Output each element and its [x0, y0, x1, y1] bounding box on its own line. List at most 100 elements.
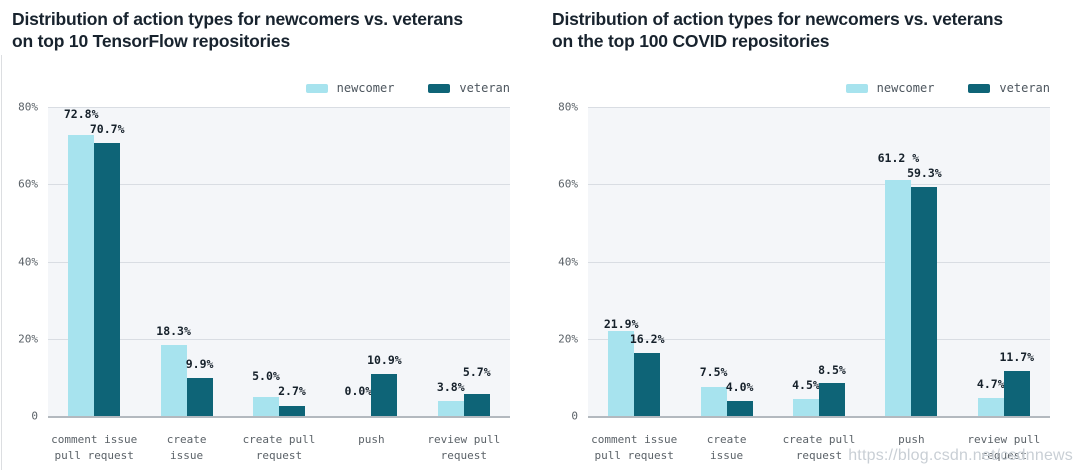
y-tick-label: 80% [558, 100, 578, 114]
x-category-label: create pull request [782, 433, 856, 462]
bar-group: 18.3% 9.9% create issue [140, 107, 232, 462]
chart-title-line2: on the top 100 COVID repositories [552, 31, 830, 52]
x-category-label: push [898, 433, 925, 446]
y-tick-label: 80% [18, 100, 38, 114]
left-edge-divider [1, 55, 2, 470]
bar-group: 3.8% 5.7% review pull request [418, 107, 510, 462]
gridline [588, 184, 1050, 186]
chart-title-line1: Distribution of action types for newcome… [12, 9, 463, 29]
bar-group: 61.2 % 59.3% push [865, 107, 957, 446]
bar-value-label: 10.9% [367, 352, 402, 367]
bar-value-label: 5.0% [252, 369, 280, 383]
bar-group: 72.8% 70.7% comment issue pull request [48, 106, 140, 462]
bar-value-label: 0.0% [344, 384, 373, 398]
bar-newcomer [608, 331, 635, 416]
watermark-text: https://blog.csdn.net/csdnnews [848, 447, 1073, 464]
legend-item-newcomer: newcomer [845, 81, 935, 95]
gridline [588, 107, 1050, 108]
bar-group: 4.5% 8.5% create pull request [773, 107, 865, 462]
gridline [48, 107, 510, 108]
gridline [588, 338, 1050, 340]
bar-value-label: 2.7% [278, 384, 306, 398]
bar-value-label: 4.0% [725, 379, 754, 394]
bar-newcomer [885, 179, 912, 416]
bar-value-label: 9.9% [185, 356, 214, 371]
legend-label-newcomer: newcomer [876, 81, 935, 95]
gridline [48, 184, 510, 186]
legend: newcomer veteran [845, 81, 1050, 95]
bar-value-label: 8.5% [818, 362, 846, 377]
bar-newcomer [160, 345, 187, 416]
chart-title: Distribution of action types for newcome… [552, 8, 1070, 53]
bar-veteran [911, 186, 938, 416]
legend-item-veteran: veteran [968, 81, 1050, 95]
y-tick-label: 0 [571, 409, 578, 423]
bar-group: 0.0% 10.9% push [325, 107, 417, 446]
x-category-label: create issue [166, 433, 207, 462]
bar-group: 5.0% 2.7% create pull request [233, 107, 325, 462]
y-tick-label: 20% [558, 332, 578, 346]
bar-newcomer [437, 401, 464, 416]
bar-veteran [463, 393, 490, 416]
newcomer-swatch-icon [845, 83, 868, 93]
bar-group: 7.5% 4.0% create issue [680, 107, 772, 462]
bar-value-label: 16.2% [629, 332, 665, 347]
bar-value-label: 61.2 % [877, 150, 920, 165]
bar-value-label: 59.3% [907, 165, 942, 180]
x-category-label: create issue [706, 433, 747, 462]
bar-value-label: 4.7% [976, 376, 1005, 391]
bar-value-label: 3.8% [436, 380, 465, 395]
bar-veteran [634, 353, 661, 416]
bar-veteran [186, 377, 213, 416]
x-category-label: review pull request [427, 433, 501, 462]
veteran-swatch-icon [968, 83, 991, 93]
bar-veteran [278, 405, 305, 416]
legend-item-veteran: veteran [428, 81, 510, 95]
bar-newcomer [252, 396, 279, 416]
x-category-label: review pull request [967, 433, 1041, 462]
bar-group: 4.7% 11.7% review pull request [958, 107, 1050, 462]
veteran-swatch-icon [428, 83, 451, 93]
bar-value-label: 7.5% [699, 364, 728, 379]
chart-title: Distribution of action types for newcome… [12, 8, 530, 53]
gridline [48, 261, 510, 263]
bar-value-label: 11.7% [999, 349, 1035, 364]
bar-veteran [371, 373, 398, 416]
y-tick-label: 20% [18, 332, 38, 346]
newcomer-swatch-icon [305, 83, 328, 93]
bar-value-label: 72.8% [63, 106, 99, 121]
legend: newcomer veteran [305, 81, 510, 95]
chart-title-line1: Distribution of action types for newcome… [552, 9, 1003, 29]
bar-newcomer [977, 397, 1004, 416]
y-tick-label: 40% [18, 255, 38, 268]
bar-veteran [94, 142, 121, 416]
x-category-label: comment issue pull request [51, 433, 138, 462]
bar-newcomer [68, 134, 95, 416]
chart-panel-covid: Distribution of action types for newcome… [540, 0, 1080, 472]
legend-label-veteran: veteran [459, 81, 510, 95]
chart-title-line2: on top 10 TensorFlow repositories [12, 31, 290, 52]
y-tick-label: 60% [558, 177, 578, 191]
bar-group: 21.9% 16.2% comment issue pull request [588, 107, 680, 462]
bar-veteran [1003, 370, 1030, 416]
bar-veteran [818, 383, 845, 416]
bar-value-label: 5.7% [462, 365, 491, 380]
chart-panel-tensorflow: Distribution of action types for newcome… [12, 8, 530, 462]
y-tick-label: 60% [18, 177, 38, 191]
legend-label-newcomer: newcomer [336, 81, 395, 95]
x-category-label: create pull request [242, 433, 316, 462]
legend-item-newcomer: newcomer [305, 81, 395, 95]
gridline [588, 261, 1050, 263]
x-category-label: push [358, 433, 385, 446]
y-tick-label: 40% [558, 255, 578, 268]
bar-newcomer [700, 387, 727, 416]
bar-newcomer [792, 398, 819, 416]
bar-value-label: 18.3% [156, 324, 191, 339]
plot-area: 80% 60% 40% 20% 0 72.8% 70.7% comment issue pul… [18, 101, 510, 462]
bar-value-label: 70.7% [89, 121, 125, 136]
bar-veteran [726, 400, 753, 416]
legend-label-veteran: veteran [999, 81, 1050, 95]
gridline [48, 338, 510, 340]
y-tick-label: 0 [31, 409, 38, 423]
